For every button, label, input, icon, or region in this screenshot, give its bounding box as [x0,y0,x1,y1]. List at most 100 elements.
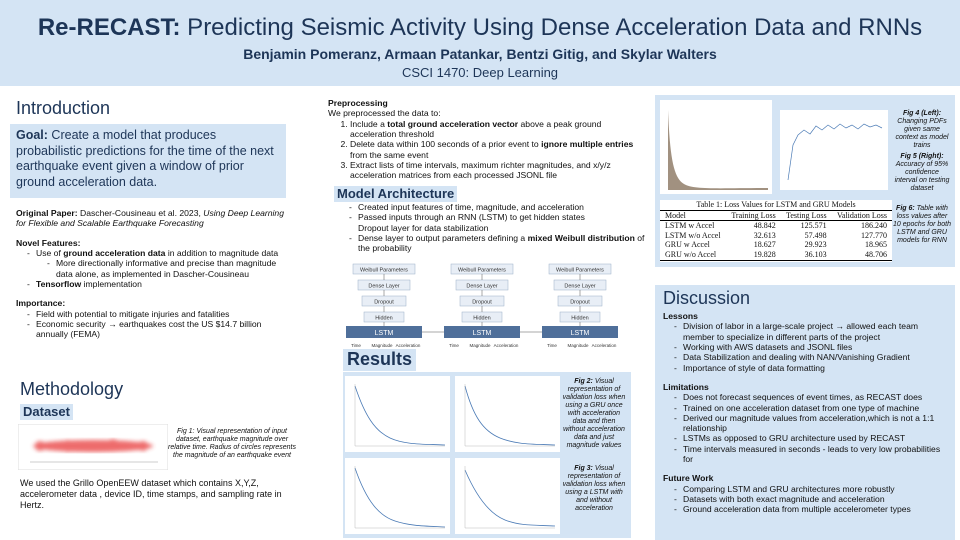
table-cell: GRU w/o Accel [665,249,717,259]
t: Dense layer to output parameters definin… [358,232,528,243]
future-list: Comparing LSTM and GRU architectures mor… [663,484,951,515]
label: Original Paper: [16,208,78,218]
table-cell: 57.498 [804,230,827,240]
fig4-plot [660,100,772,194]
table-cell: 32.613 [753,230,776,240]
authors: Benjamin Pomeranz, Armaan Patankar, Bent… [243,46,717,62]
label: Fig 5 (Right): [900,153,944,160]
t: Tensorflow [36,278,82,289]
input-label: Magnitude [371,343,393,348]
title: Re-RECAST: Predicting Seismic Activity U… [0,14,960,43]
novel-list: Use of ground acceleration data in addit… [16,247,291,290]
plot [455,376,560,452]
t: Use of [36,247,64,258]
text: Visual representation of validation loss… [562,465,626,513]
fig1-image [18,424,168,470]
title-rest: Predicting Seismic Activity Using Dense … [180,14,923,41]
list-item: Data Stabilization and dealing with NAN/… [674,352,951,363]
sub-heading: Lessons [663,311,698,321]
section-heading: Results [343,349,417,371]
intro: We preprocessed the data to: [328,108,441,119]
layer-label: Hidden [375,316,392,322]
label: Fig 6: [896,205,915,212]
t: of the probability [358,232,645,254]
t: ground acceleration data [63,247,166,258]
sub-heading: Preprocessing [328,98,388,108]
label: Fig 3: [574,465,593,472]
text: Visual representation of validation loss… [562,378,626,450]
table-cell: 29.923 [804,240,827,250]
subheading: Model Architecture [334,186,458,202]
rnn-step: Weibull Parameters Dense Layer Dropout Hidd… [444,263,542,348]
text: Changing PDFs given same context as mode… [895,118,949,150]
fig2-caption: Fig 2: Visual representation of validati… [561,378,627,450]
input-label: Acceleration [494,343,519,348]
layer-label: Weibull Parameters [458,268,506,274]
input-label: Acceleration [396,343,421,348]
text: Accuracy of 95% confidence interval on t… [894,161,950,193]
table-row: LSTM w Accel 48.842 125.571 186.240 [660,221,892,231]
header: Re-RECAST: Predicting Seismic Activity U… [0,0,960,86]
list-item: Dense layer to output parameters definin… [349,232,658,254]
lstm-label: LSTM [375,330,394,337]
fig3-caption: Fig 3: Visual representation of validati… [561,465,627,513]
pdf-area [668,110,768,190]
list-item: Use of ground acceleration data in addit… [27,247,291,279]
layer-label: Dense Layer [564,284,595,290]
results-plots [345,376,560,534]
section-heading: Introduction [16,98,111,118]
input-label: Time [449,343,459,348]
sub-heading: Future Work [663,473,714,484]
plot [455,458,560,534]
list-item: Division of labor in a large-scale proje… [674,321,951,342]
paper-title: Using Deep Learning for Flexible and Sca… [16,208,284,229]
circles [33,439,153,452]
list-item: Datasets with both exact magnitude and a… [674,494,951,505]
table-cell: 125.571 [800,221,827,231]
list-item: Passed inputs through an RNN (LSTM) to g… [349,212,658,233]
text: Dascher-Cousineau et al. 2023, [77,208,204,218]
layer-label: Dropout [472,300,492,306]
table-panel: Table 1: Loss Values for LSTM and GRU Mo… [660,200,892,262]
t: in addition to magnitude data [165,247,279,258]
list-item: Trained on one acceleration dataset from… [674,403,951,414]
table-caption: Table 1: Loss Values for LSTM and GRU Mo… [696,200,856,209]
section-heading: Discussion [663,288,751,308]
architecture-diagram: Weibull Parameters Dense Layer Dropout Hidd… [346,263,618,348]
fig1-caption: Fig 1: Visual representation of input da… [168,428,296,460]
input-label: Time [547,343,557,348]
goal-box: Goal: Create a model that produces proba… [10,124,286,198]
layer-label: Dropout [570,300,590,306]
list-item: Extract lists of time intervals, maximum… [350,160,638,181]
list-item: LSTMs as opposed to GRU architecture use… [674,433,951,444]
intro-body: Original Paper: Dascher-Cousineau et al.… [16,208,291,339]
lstm-label: LSTM [473,330,492,337]
t: Dropout layer for data stabilization [358,222,489,233]
input-label: Acceleration [592,343,617,348]
subheading: Dataset [20,404,73,420]
layer-label: Dropout [374,300,394,306]
list-item: Created input features of time, magnitud… [349,202,658,213]
sub-list: More directionally informative and preci… [36,258,291,279]
table-cell: 19.828 [753,249,776,259]
limitations-list: Does not forecast sequences of event tim… [663,392,951,464]
accuracy-line [787,123,883,181]
t: above a peak ground acceleration thresho… [350,118,602,139]
t: Include a [350,118,388,129]
list-item: Economic security → earthquakes cost the… [27,319,291,340]
table-cell: 127.770 [861,230,887,240]
column-header: Testing Loss [786,210,827,220]
list-item: Tensorflow implementation [27,278,291,290]
t: mixed Weibull distribution [527,232,635,243]
list-item: Include a total ground acceleration vect… [350,119,638,140]
layer-label: Weibull Parameters [360,268,408,274]
plot [345,458,450,534]
list-item: Working with AWS datasets and JSONL file… [674,342,951,353]
novel-heading: Novel Features: [16,237,81,248]
column-header: Model [665,210,686,220]
rnn-step: Weibull Parameters Dense Layer Dropout Hidd… [346,263,444,348]
t: total ground acceleration vector [387,118,519,129]
list-item: Does not forecast sequences of event tim… [674,392,951,403]
importance-heading: Importance: [16,298,66,309]
